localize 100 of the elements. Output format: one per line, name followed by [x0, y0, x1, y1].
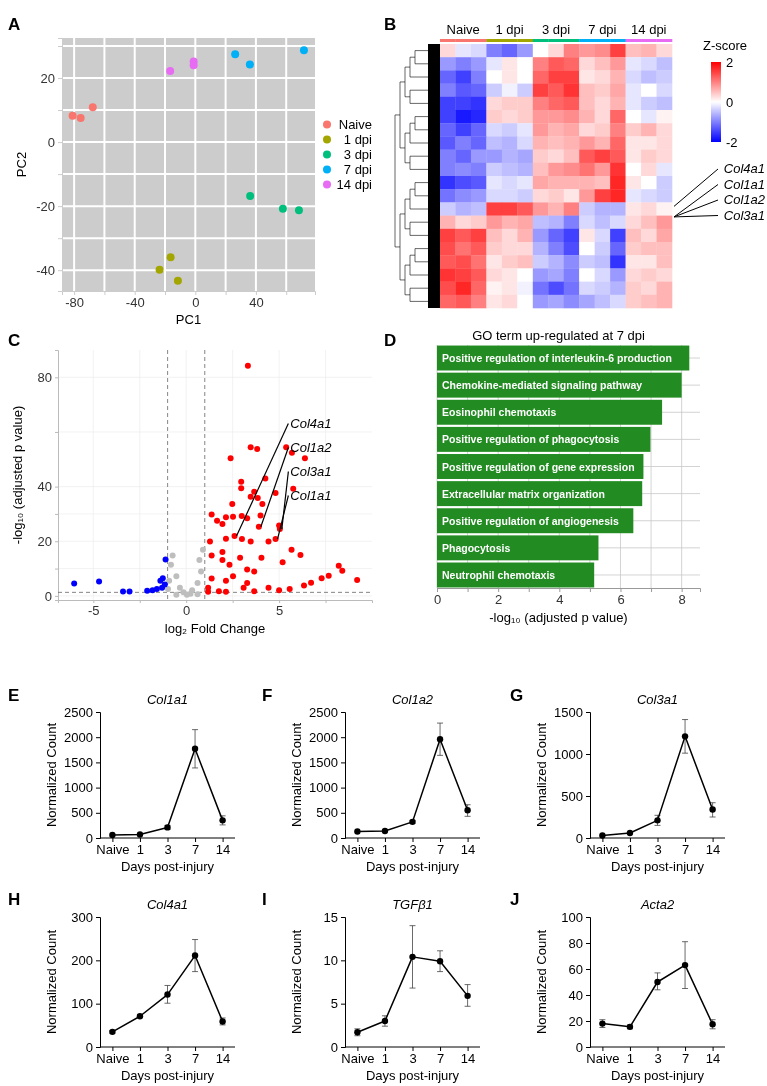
- point: [76, 114, 85, 123]
- point: [626, 829, 634, 837]
- x-tick-label: 0: [192, 295, 200, 311]
- x-tick-label: 4: [556, 592, 564, 608]
- x-tick-label: 5: [275, 603, 284, 619]
- x-tick-label: Naive: [446, 22, 480, 37]
- x-tick-label: 14: [460, 842, 476, 858]
- point: [120, 588, 127, 595]
- point: [88, 103, 97, 112]
- x-tick-label: 7: [191, 842, 200, 858]
- x-tick-label: Naive: [341, 1051, 375, 1067]
- text: A: [8, 15, 21, 34]
- point: [278, 204, 287, 213]
- text: G: [510, 686, 524, 705]
- x-tick-label: 7: [436, 842, 445, 858]
- legend-label: 1 dpi: [343, 131, 373, 147]
- x-tick-label: 3: [654, 842, 662, 858]
- x-tick-label: -5: [88, 603, 100, 619]
- point: [96, 578, 103, 585]
- chart-title: GO term up-regulated at 7 dpi: [472, 328, 645, 343]
- point: [436, 958, 444, 965]
- chart-title: Col1a2: [391, 692, 434, 707]
- point: [169, 552, 176, 559]
- x-tick-label: 14: [215, 1051, 231, 1067]
- y-tick-label: 500: [561, 788, 583, 804]
- y-tick-label: Phagocytosis: [442, 541, 511, 554]
- x-tick-label: Naive: [586, 842, 620, 858]
- color-bar-label: -2: [726, 135, 738, 150]
- point: [245, 60, 254, 69]
- y-tick-label: 15: [323, 909, 338, 925]
- y-tick-label: Neutrophil chemotaxis: [442, 568, 556, 581]
- annotation: Col3a1: [290, 463, 332, 479]
- y-tick-label: 80: [37, 369, 52, 385]
- x-tick-label: 14: [705, 842, 721, 858]
- x-tick-label: 1: [626, 842, 635, 858]
- point: [173, 591, 180, 598]
- y-tick-label: Positive regulation of interleukin-6 production: [442, 352, 672, 365]
- text: I: [262, 890, 267, 909]
- y-tick-label: Positive regulation of gene expression: [442, 460, 635, 473]
- point: [299, 46, 308, 55]
- y-tick-label: 1000: [64, 780, 93, 796]
- y-tick-label: Chemokine-mediated signaling pathway: [442, 379, 643, 392]
- x-tick-label: 3: [409, 842, 417, 858]
- point: [176, 584, 183, 591]
- text: F: [262, 686, 273, 705]
- point: [196, 557, 203, 564]
- color-bar-label: 2: [726, 55, 734, 70]
- x-axis-title: Days post-injury: [120, 859, 215, 874]
- x-tick-label: 3 dpi: [541, 22, 571, 37]
- text: D: [384, 331, 397, 350]
- point: [654, 978, 661, 986]
- y-tick-label: 500: [71, 805, 93, 821]
- y-tick-label: 1500: [554, 704, 583, 720]
- point: [153, 586, 160, 593]
- y-tick-label: 1500: [309, 755, 338, 771]
- y-tick-label: 0: [575, 830, 583, 846]
- y-tick-label: -40: [36, 262, 55, 278]
- y-tick-label: 5: [330, 996, 338, 1012]
- x-tick-label: 3: [409, 1051, 417, 1067]
- point: [381, 827, 389, 835]
- point: [126, 588, 133, 595]
- x-tick-label: 7: [191, 1051, 200, 1067]
- y-tick-label: 60: [568, 961, 583, 977]
- y-tick-label: 80: [568, 935, 583, 951]
- y-tick-label: 200: [71, 952, 93, 968]
- x-tick-label: 1: [136, 842, 145, 858]
- y-tick-label: 2500: [64, 704, 93, 720]
- point: [191, 952, 199, 959]
- x-tick-label: Naive: [96, 1051, 130, 1067]
- x-axis-title: Days post-injury: [365, 859, 460, 874]
- chart-title: Col3a1: [636, 692, 679, 707]
- point: [409, 953, 416, 961]
- x-tick-label: -80: [65, 295, 85, 311]
- text: J: [510, 890, 520, 909]
- y-tick-label: 1000: [554, 746, 583, 762]
- y-tick-label: 20: [40, 70, 55, 86]
- y-tick-label: 1500: [64, 755, 93, 771]
- x-tick-label: 40: [249, 295, 264, 311]
- x-tick-label: 8: [678, 592, 686, 608]
- point: [71, 580, 78, 587]
- x-tick-label: 14: [705, 1051, 721, 1067]
- point: [144, 587, 151, 594]
- point: [191, 745, 199, 752]
- point: [198, 568, 205, 575]
- x-axis-title: Days post-injury: [610, 1068, 705, 1083]
- y-axis-title: PC2: [14, 151, 29, 178]
- color-bar-label: 0: [726, 95, 734, 110]
- point: [294, 206, 303, 215]
- x-tick-label: 6: [617, 592, 625, 608]
- point: [155, 265, 164, 274]
- point: [173, 573, 180, 580]
- y-axis-title: Normalized Count: [534, 929, 549, 1035]
- point: [599, 832, 606, 839]
- legend-label: 14 dpi: [336, 176, 373, 192]
- legend-label: 3 dpi: [343, 146, 373, 162]
- color-bar-title: Z-score: [702, 38, 748, 53]
- y-tick-label: 2000: [309, 729, 338, 745]
- text: H: [8, 890, 21, 909]
- point: [231, 50, 240, 59]
- point: [681, 961, 689, 969]
